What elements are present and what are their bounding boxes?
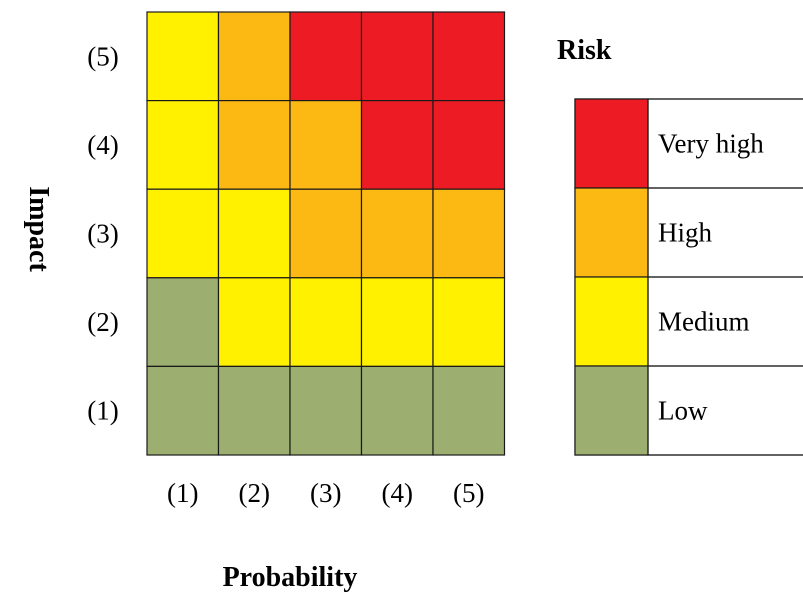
legend-label-cell (647, 365, 803, 456)
heatmap-cell (217, 188, 291, 279)
heatmap-cell (217, 365, 291, 456)
heatmap-cell (289, 188, 363, 279)
heatmap-cell (217, 99, 291, 190)
heatmap-cell (289, 277, 363, 367)
heatmap-cell (146, 277, 220, 367)
heatmap-cell (360, 99, 434, 190)
heatmap-cell (432, 11, 506, 102)
legend-swatch (574, 365, 649, 456)
x-tick-label: (3) (310, 478, 341, 508)
legend-swatch (574, 98, 649, 189)
legend-swatch (574, 187, 649, 278)
heatmap-cell (432, 365, 506, 456)
x-tick-label: (5) (453, 478, 484, 508)
heatmap-cell (217, 277, 291, 367)
x-tick-label: (4) (382, 478, 413, 508)
legend-label: Very high (658, 129, 764, 159)
legend-label: High (658, 218, 713, 248)
heatmap-grid (146, 11, 506, 456)
legend-title: Risk (557, 35, 612, 66)
heatmap-cell (217, 11, 291, 102)
y-tick-label: (5) (87, 41, 118, 71)
heatmap-cell (432, 99, 506, 190)
y-tick-label: (4) (87, 130, 118, 160)
x-tick-label: (1) (167, 478, 198, 508)
heatmap-cell (289, 365, 363, 456)
heatmap-cell (432, 188, 506, 279)
x-tick-label: (2) (239, 478, 270, 508)
legend: Very high High Medium Low (574, 98, 803, 456)
heatmap-cell (360, 277, 434, 367)
legend-swatch (574, 276, 649, 367)
y-tick-label: (1) (87, 396, 118, 426)
y-tick-label: (2) (87, 307, 118, 337)
y-axis-title: Impact (23, 186, 54, 272)
heatmap-cell (360, 11, 434, 102)
y-tick-label: (3) (87, 219, 118, 249)
legend-label: Low (658, 396, 708, 426)
x-axis-ticks: (1) (2) (3) (4) (5) (167, 478, 484, 508)
legend-label: Medium (658, 307, 750, 337)
heatmap-cell (146, 11, 220, 102)
heatmap-cell (146, 188, 220, 279)
heatmap-cell (146, 365, 220, 456)
heatmap-cell (289, 11, 363, 102)
heatmap-cell (289, 99, 363, 190)
heatmap-cell (146, 99, 220, 190)
x-axis-title: Probability (223, 562, 358, 592)
y-axis-ticks: (5) (4) (3) (2) (1) (87, 41, 118, 425)
heatmap-cell (432, 277, 506, 367)
heatmap-cell (360, 365, 434, 456)
heatmap-cell (360, 188, 434, 279)
